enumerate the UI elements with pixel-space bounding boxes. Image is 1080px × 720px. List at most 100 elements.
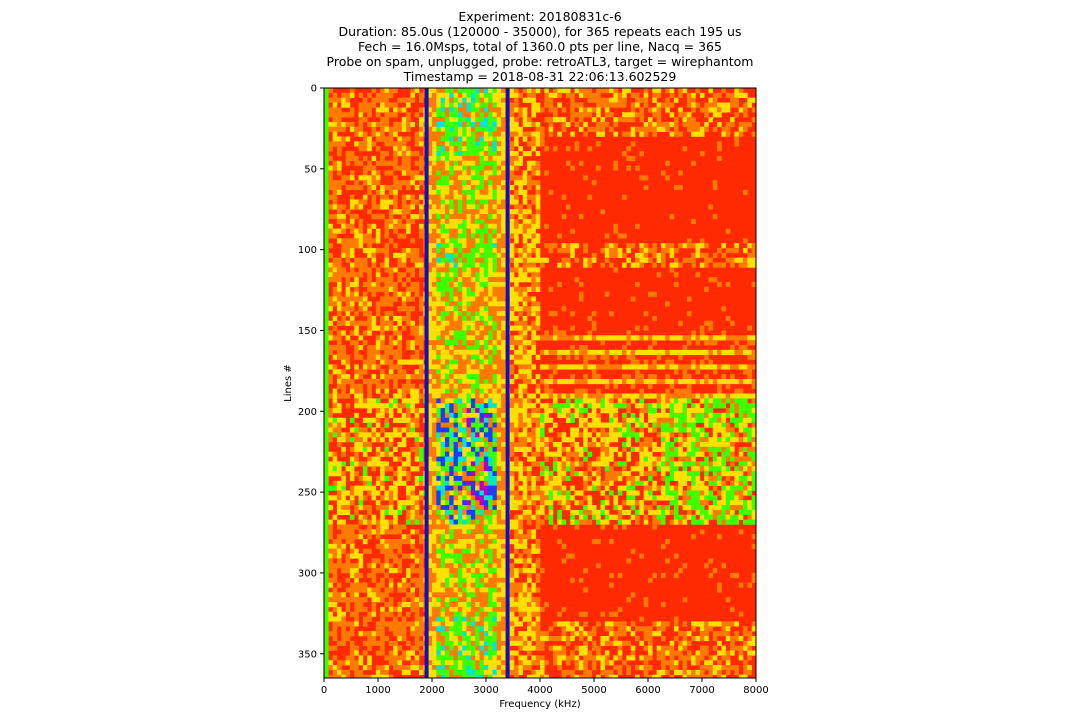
heatmap-cell <box>457 383 463 389</box>
heatmap-cell <box>380 354 385 360</box>
heatmap-cell <box>345 238 351 244</box>
heatmap-cell <box>324 475 329 482</box>
heatmap-cell <box>652 442 657 448</box>
heatmap-cell <box>354 330 359 336</box>
heatmap-cell <box>496 252 502 259</box>
heatmap-cell <box>488 291 493 297</box>
heatmap-cell <box>552 243 558 249</box>
heatmap-cell <box>686 475 692 482</box>
heatmap-cell <box>470 301 476 307</box>
heatmap-cell <box>565 475 571 482</box>
heatmap-cell <box>570 495 575 501</box>
heatmap-cell <box>436 345 441 351</box>
heatmap-cell <box>492 248 498 254</box>
heatmap-cell <box>747 408 752 414</box>
heatmap-cell <box>475 272 480 278</box>
heatmap-cell <box>747 490 752 496</box>
heatmap-cell <box>453 102 459 108</box>
heatmap-cell <box>527 456 532 462</box>
heatmap-cell <box>587 398 593 404</box>
heatmap-cell <box>751 248 756 254</box>
heatmap-cell <box>652 461 657 467</box>
heatmap-cell <box>648 485 653 491</box>
heatmap-cell <box>613 461 619 467</box>
heatmap-cell <box>492 456 498 462</box>
heatmap-cell <box>704 262 709 268</box>
heatmap-cell <box>462 233 467 239</box>
heatmap-cell <box>349 466 355 472</box>
heatmap-cell <box>725 349 731 356</box>
heatmap-cell <box>354 155 359 162</box>
heatmap-cell <box>548 117 554 123</box>
heatmap-cell <box>531 490 536 496</box>
heatmap-cell <box>600 126 606 132</box>
heatmap-cell <box>371 485 377 491</box>
heatmap-cell <box>496 214 502 220</box>
heatmap-cell <box>453 112 459 118</box>
heatmap-cell <box>557 364 562 370</box>
heatmap-cell <box>479 408 485 414</box>
heatmap-cell <box>717 466 722 472</box>
heatmap-cell <box>462 378 467 385</box>
heatmap-cell <box>449 475 454 482</box>
heatmap-cell <box>738 335 744 341</box>
heatmap-cell <box>427 267 433 273</box>
heatmap-cell <box>479 461 485 467</box>
heatmap-cell <box>531 257 536 263</box>
heatmap-cell <box>747 456 752 462</box>
heatmap-cell <box>427 403 433 409</box>
heatmap-cell <box>514 325 519 331</box>
heatmap-cell <box>384 136 390 142</box>
heatmap-cell <box>397 500 403 506</box>
heatmap-cell <box>583 432 588 438</box>
heatmap-cell <box>384 349 390 356</box>
heatmap-cell <box>561 456 567 462</box>
heatmap-cell <box>492 97 498 103</box>
heatmap-cell <box>656 446 662 452</box>
heatmap-cell <box>652 107 657 113</box>
heatmap-cell <box>743 403 748 409</box>
heatmap-cell <box>380 155 385 162</box>
heatmap-cell <box>712 495 718 501</box>
heatmap-cell <box>522 446 528 452</box>
heatmap-cell <box>488 252 493 259</box>
heatmap-cell <box>470 277 476 283</box>
heatmap-cell <box>604 233 610 239</box>
heatmap-cell <box>488 330 493 336</box>
heatmap-cell <box>414 136 420 142</box>
heatmap-cell <box>457 97 463 103</box>
heatmap-cell <box>419 345 424 351</box>
heatmap-cell <box>743 485 748 491</box>
heatmap-cell <box>466 218 472 225</box>
heatmap-cell <box>466 325 472 331</box>
heatmap-cell <box>660 417 666 423</box>
heatmap-cell <box>462 131 467 137</box>
heatmap-cell <box>410 495 416 501</box>
heatmap-cell <box>747 262 752 268</box>
heatmap-cell <box>384 432 390 438</box>
heatmap-cell <box>501 485 506 491</box>
heatmap-cell <box>475 131 480 137</box>
heatmap-cell <box>660 466 666 472</box>
heatmap-cell <box>630 354 636 360</box>
heatmap-cell <box>324 393 329 399</box>
heatmap-cell <box>427 155 433 162</box>
heatmap-cell <box>388 102 394 108</box>
heatmap-cell <box>747 446 752 452</box>
heatmap-cell <box>414 325 420 331</box>
heatmap-cell <box>725 437 731 443</box>
heatmap-cell <box>648 408 653 414</box>
heatmap-cell <box>358 112 364 118</box>
heatmap-cell <box>462 349 467 356</box>
heatmap-cell <box>410 218 416 225</box>
heatmap-cell <box>522 369 528 375</box>
heatmap-cell <box>548 403 554 409</box>
heatmap-cell <box>587 126 593 132</box>
heatmap-cell <box>660 446 666 452</box>
heatmap-cell <box>565 364 571 370</box>
heatmap-cell <box>501 422 506 428</box>
heatmap-cell <box>747 432 752 438</box>
heatmap-cell <box>725 422 731 428</box>
heatmap-cell <box>522 437 528 443</box>
heatmap-cell <box>540 427 545 433</box>
